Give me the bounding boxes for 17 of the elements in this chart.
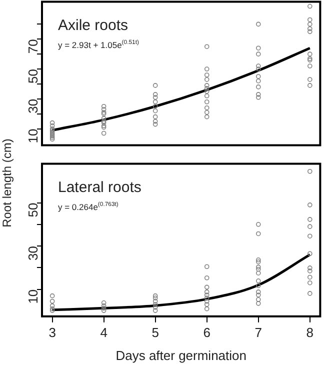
text: Axile roots	[58, 16, 128, 34]
x-tick-label: 7	[254, 324, 262, 340]
y-tick-label: 70	[26, 39, 41, 54]
y-axis-title: Root length (cm)	[0, 138, 14, 230]
x-tick-label: 6	[203, 324, 210, 340]
x-tick-label: 5	[152, 324, 159, 340]
y-tick-label: 50	[26, 202, 41, 218]
x-tick-label: 8	[306, 324, 314, 340]
x-tick-label: 4	[100, 324, 108, 340]
y-tick-label: 30	[26, 246, 41, 261]
y-tick-label: 10	[26, 128, 41, 144]
x-tick-label: 3	[48, 324, 56, 340]
y-tick-label: 30	[26, 98, 41, 114]
y-tick-label: 10	[26, 289, 41, 304]
text: Lateral roots	[58, 178, 142, 196]
y-tick-label: 50	[26, 69, 41, 84]
x-axis-title: Days after germination	[116, 348, 246, 363]
